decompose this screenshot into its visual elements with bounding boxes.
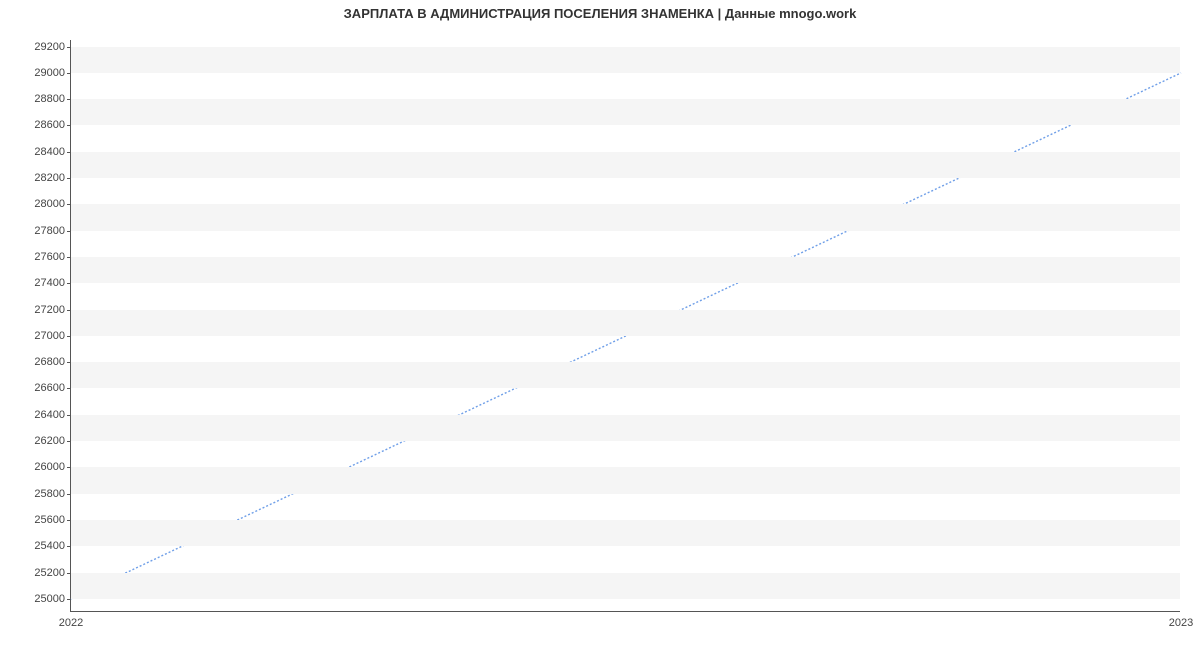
x-axis-tick-label: 2023 <box>1169 617 1193 629</box>
y-axis-tick-mark <box>67 362 71 363</box>
y-axis-tick-mark <box>67 599 71 600</box>
grid-band <box>71 362 1180 388</box>
y-axis-tick-mark <box>67 125 71 126</box>
y-axis-tick-mark <box>67 388 71 389</box>
y-axis-tick-label: 25400 <box>34 540 65 552</box>
y-axis-tick-mark <box>67 467 71 468</box>
plot-area: 2500025200254002560025800260002620026400… <box>70 40 1180 612</box>
y-axis-tick-label: 26200 <box>34 435 65 447</box>
y-axis-tick-label: 26800 <box>34 356 65 368</box>
grid-band <box>71 257 1180 283</box>
grid-band <box>71 520 1180 546</box>
y-axis-tick-label: 25800 <box>34 488 65 500</box>
y-axis-tick-label: 29000 <box>34 67 65 79</box>
grid-band <box>71 152 1180 178</box>
y-axis-tick-label: 28600 <box>34 119 65 131</box>
x-axis-tick-label: 2022 <box>59 617 83 629</box>
y-axis-tick-mark <box>67 99 71 100</box>
y-axis-tick-label: 25000 <box>34 593 65 605</box>
y-axis-tick-label: 26400 <box>34 409 65 421</box>
y-axis-tick-mark <box>67 231 71 232</box>
y-axis-tick-label: 28400 <box>34 146 65 158</box>
y-axis-tick-mark <box>67 152 71 153</box>
y-axis-tick-label: 27000 <box>34 330 65 342</box>
y-axis-tick-mark <box>67 178 71 179</box>
y-axis-tick-mark <box>67 415 71 416</box>
y-axis-tick-mark <box>67 520 71 521</box>
chart-container: ЗАРПЛАТА В АДМИНИСТРАЦИЯ ПОСЕЛЕНИЯ ЗНАМЕ… <box>0 0 1200 650</box>
y-axis-tick-mark <box>67 494 71 495</box>
y-axis-tick-label: 29200 <box>34 41 65 53</box>
y-axis-tick-label: 25600 <box>34 514 65 526</box>
y-axis-tick-label: 25200 <box>34 567 65 579</box>
y-axis-tick-mark <box>67 546 71 547</box>
y-axis-tick-mark <box>67 573 71 574</box>
y-axis-tick-label: 26600 <box>34 382 65 394</box>
grid-band <box>71 204 1180 230</box>
y-axis-tick-mark <box>67 204 71 205</box>
grid-band <box>71 310 1180 336</box>
y-axis-tick-label: 27600 <box>34 251 65 263</box>
y-axis-tick-mark <box>67 47 71 48</box>
y-axis-tick-label: 28800 <box>34 93 65 105</box>
y-axis-tick-mark <box>67 73 71 74</box>
y-axis-tick-label: 26000 <box>34 461 65 473</box>
grid-band <box>71 99 1180 125</box>
y-axis-tick-mark <box>67 257 71 258</box>
y-axis-tick-label: 27200 <box>34 304 65 316</box>
y-axis-tick-label: 27400 <box>34 277 65 289</box>
grid-band <box>71 573 1180 599</box>
y-axis-tick-mark <box>67 441 71 442</box>
y-axis-tick-mark <box>67 310 71 311</box>
grid-band <box>71 415 1180 441</box>
y-axis-tick-label: 27800 <box>34 225 65 237</box>
y-axis-tick-label: 28000 <box>34 198 65 210</box>
grid-band <box>71 467 1180 493</box>
y-axis-tick-mark <box>67 336 71 337</box>
y-axis-tick-mark <box>67 283 71 284</box>
y-axis-tick-label: 28200 <box>34 172 65 184</box>
grid-band <box>71 47 1180 73</box>
chart-title: ЗАРПЛАТА В АДМИНИСТРАЦИЯ ПОСЕЛЕНИЯ ЗНАМЕ… <box>0 6 1200 21</box>
